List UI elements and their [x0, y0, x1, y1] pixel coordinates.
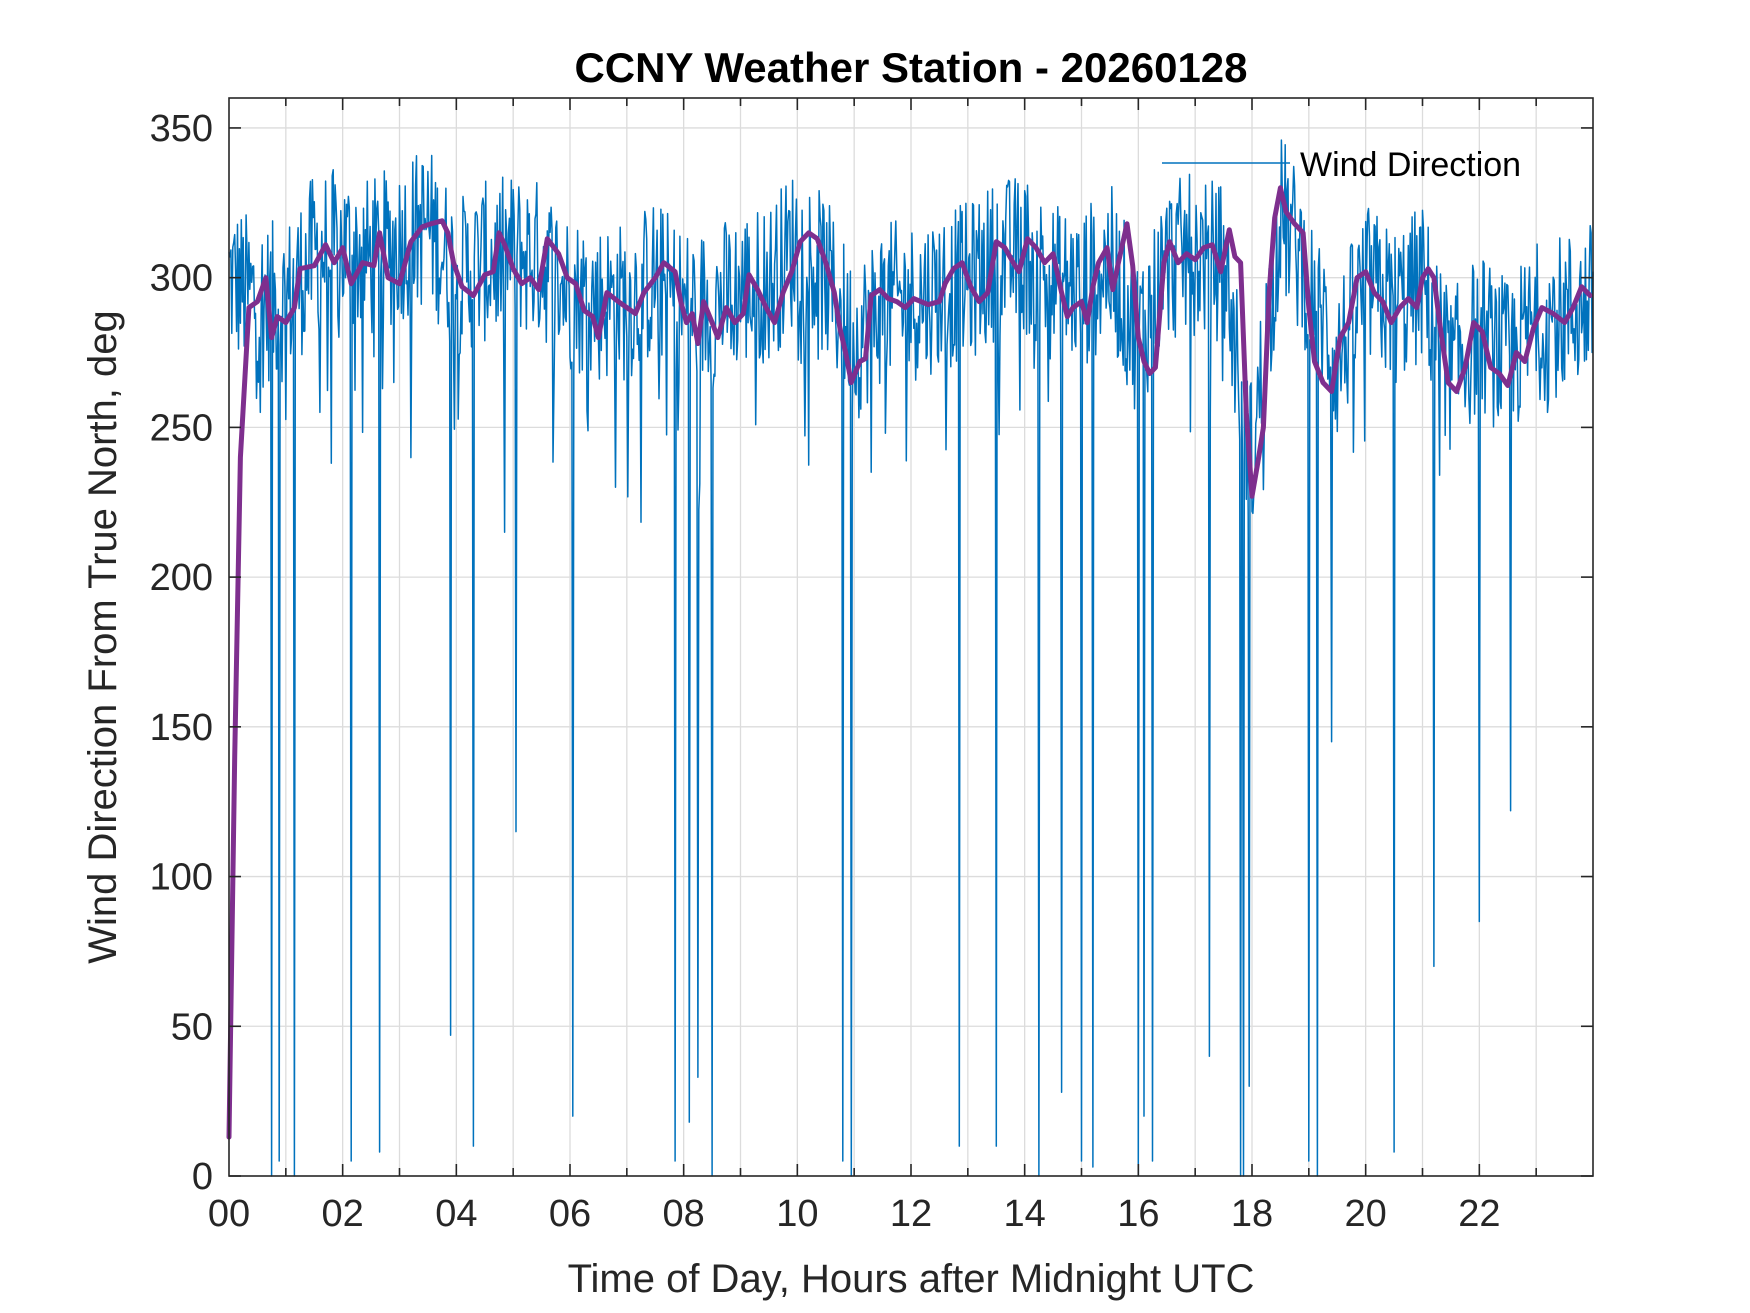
- x-tick-label: 06: [549, 1193, 591, 1235]
- x-tick-label: 12: [890, 1193, 932, 1235]
- x-tick-label: 04: [435, 1193, 477, 1235]
- y-tick-label: 100: [150, 857, 213, 899]
- y-tick-label: 350: [150, 108, 213, 150]
- y-tick-label: 50: [171, 1006, 213, 1048]
- y-tick-label: 150: [150, 707, 213, 749]
- chart-title: CCNY Weather Station - 20260128: [574, 44, 1247, 91]
- axis-ticks: [229, 98, 1593, 1177]
- x-tick-label: 02: [322, 1193, 364, 1235]
- legend: Wind Direction: [1162, 146, 1521, 184]
- y-tick-label: 300: [150, 258, 213, 300]
- legend-label-wind-direction: Wind Direction: [1300, 146, 1521, 184]
- x-tick-label: 10: [776, 1193, 818, 1235]
- series-line-smoothed-wind-direction: [226, 185, 1593, 1140]
- x-tick-label: 16: [1117, 1193, 1159, 1235]
- y-tick-label: 250: [150, 407, 213, 449]
- x-axis-label: Time of Day, Hours after Midnight UTC: [568, 1257, 1255, 1301]
- x-tick-label: 00: [208, 1193, 250, 1235]
- x-tick-label: 20: [1345, 1193, 1387, 1235]
- series-line-wind-direction: [228, 139, 1594, 1177]
- y-tick-label: 0: [192, 1156, 213, 1198]
- y-tick-label: 200: [150, 557, 213, 599]
- x-tick-label: 18: [1231, 1193, 1273, 1235]
- x-tick-label: 14: [1004, 1193, 1046, 1235]
- y-axis-label: Wind Direction From True North, deg: [81, 310, 125, 964]
- raw-series-layer: [228, 139, 1594, 1177]
- smoothed-series-layer: [226, 185, 1593, 1140]
- x-tick-label: 22: [1458, 1193, 1500, 1235]
- x-tick-label: 08: [663, 1193, 705, 1235]
